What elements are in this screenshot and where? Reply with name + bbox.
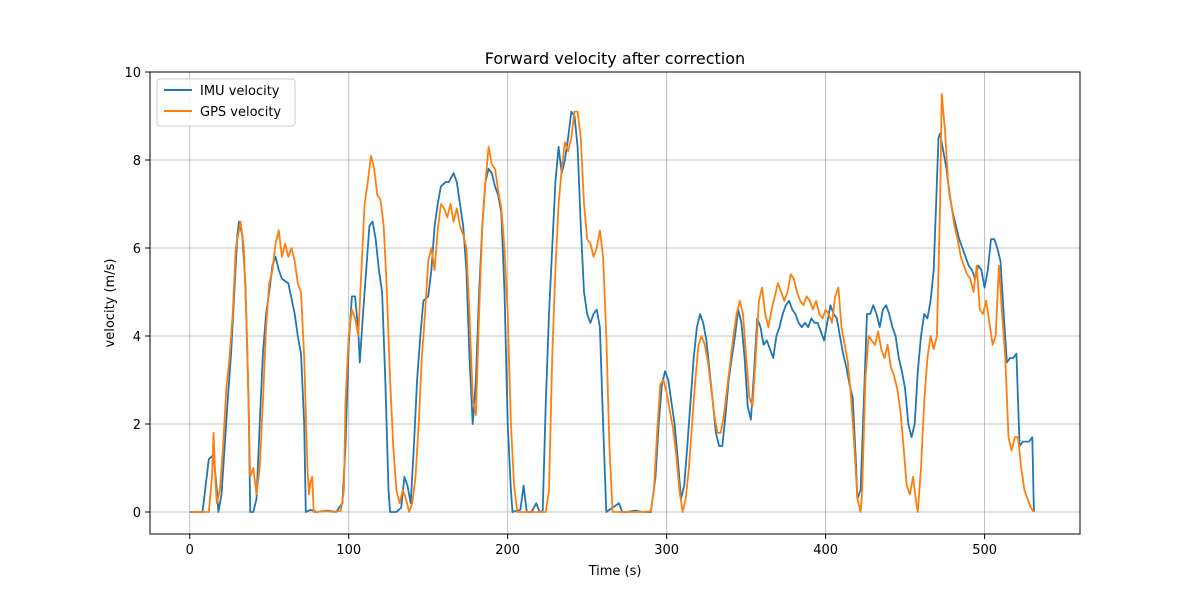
- series-layer: [189, 93, 1035, 513]
- y-tick-label: 6: [133, 242, 141, 257]
- x-axis: 0 100 200 300 400 500: [186, 534, 997, 558]
- series-line-gps-velocity: [189, 93, 1035, 513]
- x-tick-label: 200: [495, 543, 520, 558]
- y-axis-label: velocity (m/s): [103, 259, 118, 348]
- x-axis-label: Time (s): [588, 564, 642, 579]
- legend-label-gps: GPS velocity: [200, 105, 281, 120]
- plot-frame: [149, 71, 1081, 535]
- y-tick-label: 10: [124, 66, 141, 81]
- x-tick-label: 400: [813, 543, 838, 558]
- y-tick-label: 2: [133, 418, 141, 433]
- y-tick-label: 8: [133, 154, 141, 169]
- y-tick-label: 4: [133, 330, 141, 345]
- chart-title: Forward velocity after correction: [485, 49, 745, 68]
- legend: IMU velocity GPS velocity: [156, 78, 296, 127]
- x-tick-label: 300: [654, 543, 679, 558]
- legend-label-imu: IMU velocity: [200, 84, 280, 99]
- y-tick-label: 0: [133, 506, 141, 521]
- x-tick-label: 100: [336, 543, 361, 558]
- y-axis: 0 2 4 6 8 10: [124, 66, 150, 521]
- x-tick-label: 500: [972, 543, 997, 558]
- x-tick-label: 0: [186, 543, 194, 558]
